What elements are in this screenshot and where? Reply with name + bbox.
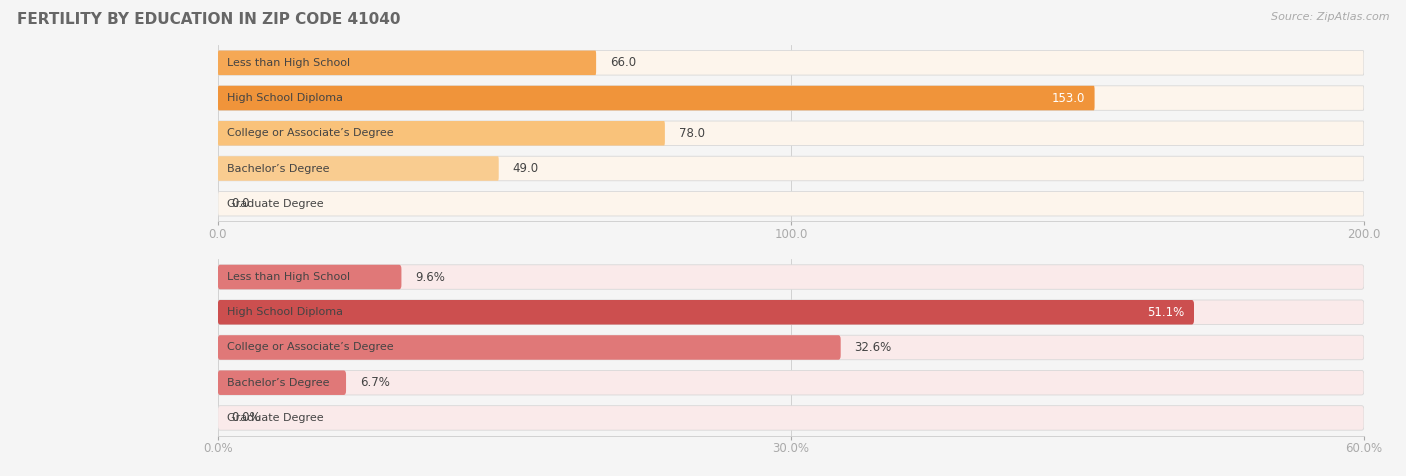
FancyBboxPatch shape xyxy=(218,370,1364,395)
Text: Graduate Degree: Graduate Degree xyxy=(228,198,323,209)
FancyBboxPatch shape xyxy=(218,121,1364,146)
Text: Source: ZipAtlas.com: Source: ZipAtlas.com xyxy=(1271,12,1389,22)
Text: 32.6%: 32.6% xyxy=(855,341,891,354)
Text: 78.0: 78.0 xyxy=(679,127,704,140)
FancyBboxPatch shape xyxy=(218,335,1364,360)
Text: Bachelor’s Degree: Bachelor’s Degree xyxy=(228,377,329,388)
Text: High School Diploma: High School Diploma xyxy=(228,307,343,317)
FancyBboxPatch shape xyxy=(218,50,1364,75)
Text: 6.7%: 6.7% xyxy=(360,376,389,389)
Text: FERTILITY BY EDUCATION IN ZIP CODE 41040: FERTILITY BY EDUCATION IN ZIP CODE 41040 xyxy=(17,12,401,27)
FancyBboxPatch shape xyxy=(218,121,665,146)
FancyBboxPatch shape xyxy=(218,156,499,181)
FancyBboxPatch shape xyxy=(218,300,1364,325)
Text: 153.0: 153.0 xyxy=(1052,91,1085,105)
Text: College or Associate’s Degree: College or Associate’s Degree xyxy=(228,342,394,353)
FancyBboxPatch shape xyxy=(218,335,841,360)
Text: Graduate Degree: Graduate Degree xyxy=(228,413,323,423)
Text: 0.0: 0.0 xyxy=(232,197,250,210)
FancyBboxPatch shape xyxy=(218,86,1095,110)
Text: 49.0: 49.0 xyxy=(512,162,538,175)
Text: Less than High School: Less than High School xyxy=(228,58,350,68)
Text: 0.0%: 0.0% xyxy=(232,411,262,425)
Text: 66.0: 66.0 xyxy=(610,56,636,69)
FancyBboxPatch shape xyxy=(218,406,1364,430)
FancyBboxPatch shape xyxy=(218,191,1364,216)
Text: 9.6%: 9.6% xyxy=(415,270,444,284)
FancyBboxPatch shape xyxy=(218,156,1364,181)
FancyBboxPatch shape xyxy=(218,300,1194,325)
FancyBboxPatch shape xyxy=(218,50,596,75)
Text: Bachelor’s Degree: Bachelor’s Degree xyxy=(228,163,329,174)
FancyBboxPatch shape xyxy=(218,370,346,395)
Text: High School Diploma: High School Diploma xyxy=(228,93,343,103)
Text: College or Associate’s Degree: College or Associate’s Degree xyxy=(228,128,394,139)
Text: 51.1%: 51.1% xyxy=(1147,306,1185,319)
FancyBboxPatch shape xyxy=(218,86,1364,110)
FancyBboxPatch shape xyxy=(218,265,1364,289)
Text: Less than High School: Less than High School xyxy=(228,272,350,282)
FancyBboxPatch shape xyxy=(218,265,402,289)
